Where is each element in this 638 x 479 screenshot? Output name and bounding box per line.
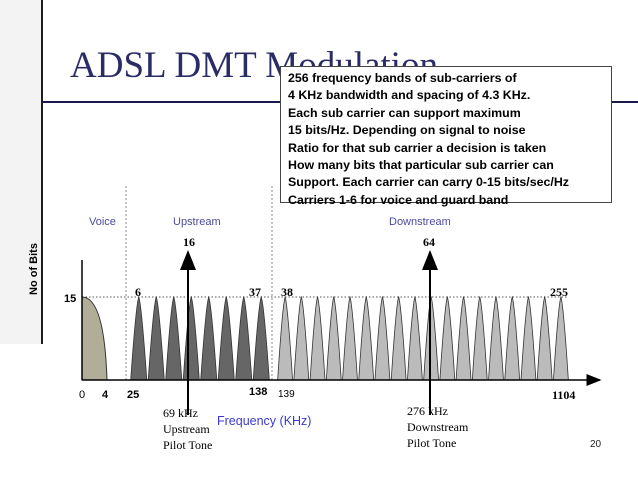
downstream-carrier [520, 295, 537, 381]
upstream-carrier [235, 295, 253, 381]
downstream-carrier [277, 295, 293, 381]
x-tick-139: 139 [278, 389, 295, 400]
y-axis-label: No of Bits [28, 243, 40, 295]
x-tick-25: 25 [127, 389, 140, 401]
carrier-label-255: 255 [550, 285, 568, 299]
slide-number: 20 [590, 439, 602, 450]
note-line: Carriers 1-6 for voice and guard band [288, 192, 509, 207]
upstream-carrier [147, 295, 165, 381]
carrier-label-6: 6 [135, 285, 141, 299]
voice-band-label: Voice [89, 216, 116, 228]
upstream-carrier [252, 295, 270, 381]
downstream-carrier [293, 295, 310, 381]
note-line: 256 frequency bands of sub-carriers of [288, 71, 517, 85]
downstream-carrier [407, 295, 423, 381]
upstream-carrier [182, 295, 200, 381]
x-tick-0: 0 [79, 389, 86, 401]
downstream-carrier [325, 295, 342, 381]
carrier-label-38: 38 [281, 285, 293, 299]
downstream-pilot-tone: Pilot Tone [407, 436, 457, 450]
downstream-pilot-label: 276 kHz Downstream Pilot Tone [407, 403, 468, 451]
downstream-pilot-direction: Downstream [407, 420, 469, 434]
downstream-carrier [553, 295, 569, 381]
downstream-carrier [439, 295, 456, 381]
upstream-carrier [130, 295, 148, 381]
downstream-carrier [504, 295, 521, 381]
downstream-band-label: Downstream [389, 216, 451, 228]
downstream-carrier [455, 295, 472, 381]
note-line: Support. Each carrier can carry 0-15 bit… [288, 175, 569, 190]
downstream-carriers [277, 295, 569, 381]
x-tick-138: 138 [249, 386, 268, 398]
downstream-pilot-frequency: 276 kHz [407, 404, 448, 418]
carrier-label-64: 64 [423, 235, 435, 249]
carrier-label-37: 37 [249, 285, 261, 299]
y-tick-15: 15 [64, 293, 77, 305]
upstream-pilot-tone: Pilot Tone [163, 438, 213, 452]
downstream-carrier [309, 295, 326, 381]
upstream-pilot-direction: Upstream [163, 422, 210, 436]
downstream-carrier [423, 295, 439, 381]
note-line: 4 KHz bandwidth and spacing of 4.3 KHz. [288, 88, 531, 103]
upstream-band-label: Upstream [173, 216, 221, 228]
x-tick-4: 4 [102, 389, 109, 401]
note-line: How many bits that particular sub carrie… [288, 158, 554, 173]
upstream-carrier [200, 295, 218, 381]
upstream-pilot-label: 69 kHz Upstream Pilot Tone [163, 405, 212, 453]
note-line: 15 bits/Hz. Depending on signal to noise [288, 123, 526, 138]
downstream-carrier [374, 295, 391, 381]
note-line: Each sub carrier can support maximum [288, 105, 521, 120]
note-line: Ratio for that sub carrier a decision is… [288, 140, 547, 155]
carrier-label-16: 16 [183, 235, 195, 249]
downstream-carrier [390, 295, 407, 381]
voice-band-shape [81, 296, 108, 381]
downstream-carrier [471, 295, 488, 381]
downstream-carrier [342, 295, 358, 381]
info-callout: 256 frequency bands of sub-carriers of 4… [280, 66, 612, 207]
downstream-carrier [536, 295, 553, 381]
x-axis-label: Frequency (KHz) [217, 414, 312, 428]
x-tick-1104: 1104 [552, 388, 576, 402]
upstream-carrier [165, 295, 183, 381]
downstream-carrier [358, 295, 375, 381]
left-margin-panel [0, 0, 41, 344]
upstream-carriers [130, 295, 270, 381]
downstream-carrier [488, 295, 504, 381]
upstream-pilot-frequency: 69 kHz [163, 406, 198, 420]
left-accent-bar [41, 0, 43, 344]
upstream-carrier [217, 295, 235, 381]
